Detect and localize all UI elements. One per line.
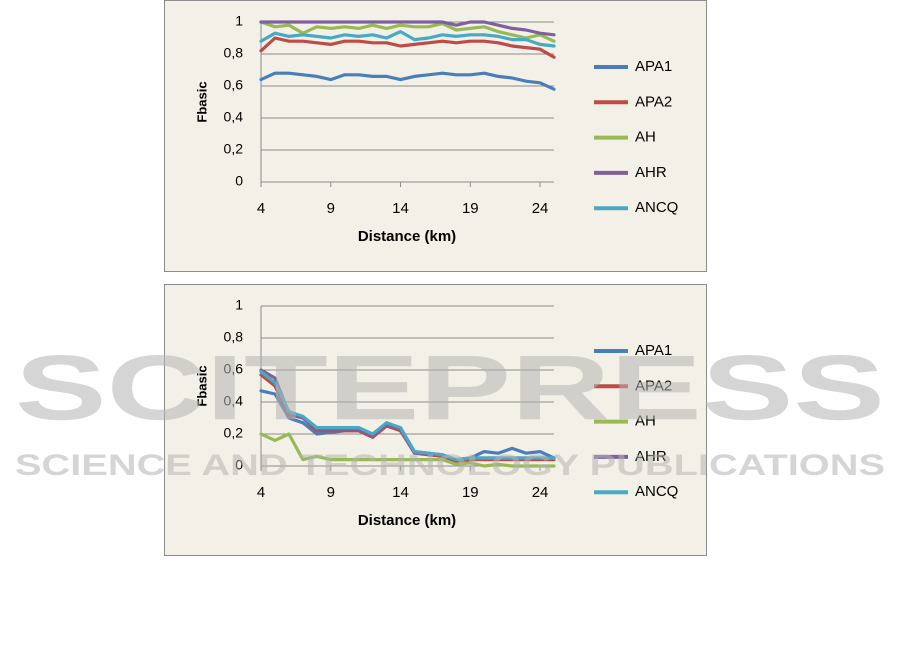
legend-label: AHR <box>635 164 667 181</box>
legend-label: AH <box>635 129 656 146</box>
x-tick-label: 9 <box>327 200 335 217</box>
legend-label: AHR <box>635 448 667 465</box>
x-tick-label: 14 <box>392 200 409 217</box>
y-tick-label: 0,6 <box>224 77 244 93</box>
y-tick-label: 0,2 <box>224 425 244 441</box>
series-line <box>259 30 556 48</box>
x-tick-label: 4 <box>257 484 265 501</box>
x-axis-title: Distance (km) <box>358 512 456 529</box>
x-tick-label: 19 <box>462 200 479 217</box>
series-line <box>259 20 556 37</box>
y-tick-label: 0 <box>235 173 243 189</box>
series-line <box>259 370 556 462</box>
x-axis-title: Distance (km) <box>358 228 456 245</box>
legend-label: APA2 <box>635 93 672 110</box>
y-tick-label: 0,2 <box>224 141 244 157</box>
legend-label: APA1 <box>635 342 672 359</box>
series-line <box>259 36 556 59</box>
x-tick-label: 24 <box>532 200 549 217</box>
y-tick-label: 0,4 <box>224 393 244 409</box>
legend-label: APA2 <box>635 377 672 394</box>
series-line <box>259 20 556 43</box>
x-tick-label: 4 <box>257 200 265 217</box>
x-tick-label: 14 <box>392 484 409 501</box>
watermark-title: SCITEPRESS <box>15 337 885 439</box>
y-tick-label: 0,8 <box>224 45 244 61</box>
y-tick-label: 0,4 <box>224 109 244 125</box>
legend-label: AH <box>635 413 656 430</box>
x-tick-label: 19 <box>462 484 479 501</box>
y-tick-label: 0,8 <box>224 329 244 345</box>
series-line <box>259 432 556 468</box>
y-axis-title: Fbasic <box>194 365 209 406</box>
x-tick-label: 24 <box>532 484 549 501</box>
x-tick-label: 9 <box>327 484 335 501</box>
y-tick-label: 1 <box>235 13 243 29</box>
y-tick-label: 0,6 <box>224 361 244 377</box>
y-tick-label: 0 <box>235 457 243 473</box>
watermark-subtitle: SCIENCE AND TECHNOLOGY PUBLICATIONS <box>15 449 885 482</box>
legend-label: ANCQ <box>635 483 678 500</box>
y-axis-title: Fbasic <box>194 81 209 122</box>
legend-label: ANCQ <box>635 199 678 216</box>
series-line <box>259 71 556 91</box>
y-tick-label: 1 <box>235 297 243 313</box>
legend-label: APA1 <box>635 58 672 75</box>
